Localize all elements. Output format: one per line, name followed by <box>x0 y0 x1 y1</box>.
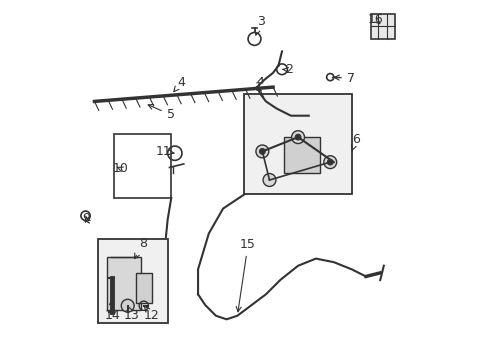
Text: 14: 14 <box>104 300 120 321</box>
Bar <box>135 273 151 303</box>
Text: 8: 8 <box>134 237 146 258</box>
Bar <box>98 239 167 323</box>
Text: 5: 5 <box>148 104 174 121</box>
Text: 9: 9 <box>82 212 90 225</box>
Bar <box>244 94 351 194</box>
Bar <box>107 257 141 310</box>
Circle shape <box>295 134 300 140</box>
Text: 15: 15 <box>236 238 256 312</box>
Circle shape <box>255 145 268 158</box>
Text: 4: 4 <box>174 76 185 91</box>
Text: 3: 3 <box>255 14 264 35</box>
Circle shape <box>323 156 336 168</box>
Circle shape <box>259 149 264 154</box>
Circle shape <box>291 131 304 144</box>
Text: 1: 1 <box>254 77 262 94</box>
Text: 2: 2 <box>282 63 292 76</box>
Text: 7: 7 <box>334 72 354 85</box>
Text: 13: 13 <box>124 306 140 321</box>
Bar <box>114 134 171 198</box>
Bar <box>283 137 319 173</box>
Text: 10: 10 <box>112 162 128 175</box>
Circle shape <box>326 159 332 165</box>
Text: 11: 11 <box>155 145 174 158</box>
Bar <box>370 14 394 39</box>
Circle shape <box>263 174 275 186</box>
Circle shape <box>121 299 134 312</box>
Text: 16: 16 <box>367 13 383 27</box>
Text: 12: 12 <box>143 306 159 321</box>
Text: 6: 6 <box>351 133 359 150</box>
